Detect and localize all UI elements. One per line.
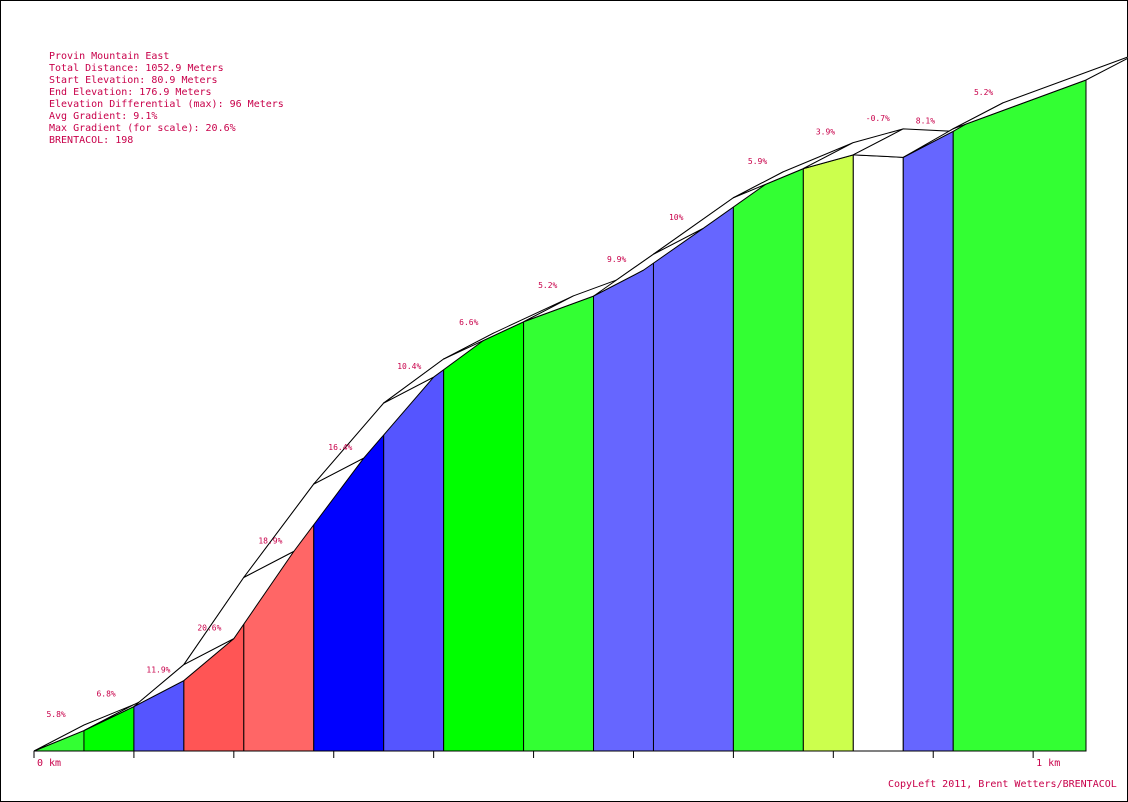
max-gradient: Max Gradient (for scale): 20.6% xyxy=(49,123,236,134)
brentacol-score: BRENTACOL: 198 xyxy=(49,135,134,146)
segment-bar xyxy=(523,295,595,752)
ribbon-layer xyxy=(33,56,1128,752)
gradient-label: 5.9% xyxy=(748,157,767,166)
segments-layer xyxy=(33,79,1087,752)
gradient-label: 10.4% xyxy=(397,362,421,371)
gradient-label: 18.9% xyxy=(258,536,282,545)
x-tick-label: 0 km xyxy=(37,758,61,769)
segment-top xyxy=(952,56,1128,130)
gradient-label: 9.9% xyxy=(607,255,626,264)
gradient-label: 3.9% xyxy=(816,128,835,137)
segment-bar xyxy=(83,705,135,752)
segment-bar xyxy=(802,154,854,752)
segment-bar xyxy=(593,253,654,752)
gradient-label: 20.6% xyxy=(197,624,221,633)
total-distance: Total Distance: 1052.9 Meters xyxy=(49,63,224,74)
end-elevation: End Elevation: 176.9 Meters xyxy=(49,87,212,98)
start-elevation: Start Elevation: 80.9 Meters xyxy=(49,75,218,86)
gradient-label: 16.4% xyxy=(328,443,352,452)
elevation-differential: Elevation Differential (max): 96 Meters xyxy=(49,99,284,110)
gradient-label: 11.9% xyxy=(146,666,170,675)
profile-info: Provin Mountain East Total Distance: 105… xyxy=(49,51,284,147)
segment-bar xyxy=(652,196,734,752)
segment-bar xyxy=(952,79,1087,752)
x-tick-label: 1 km xyxy=(1036,758,1060,769)
segment-bar xyxy=(732,167,804,752)
copyright-credit: CopyLeft 2011, Brent Wetters/BRENTACOL xyxy=(888,779,1117,790)
gradient-label: 5.2% xyxy=(974,88,993,97)
segment-bar xyxy=(443,320,525,752)
avg-gradient: Avg Gradient: 9.1% xyxy=(49,111,158,122)
gradient-label: -0.7% xyxy=(866,114,890,123)
gradient-label: 5.2% xyxy=(538,281,557,290)
gradient-label: 6.6% xyxy=(459,318,478,327)
gradient-label: 8.1% xyxy=(916,116,935,125)
gradient-label: 6.8% xyxy=(96,690,115,699)
segment-bar xyxy=(852,154,904,752)
gradient-labels-layer: 5.8% 6.8% 11.9% 20.6% 18.9% 16.4% 10.4% 6.6% 5.2… xyxy=(46,88,993,719)
axis-layer: 0 km 1 km xyxy=(33,750,1086,769)
climb-name: Provin Mountain East xyxy=(49,51,170,62)
segment-bar xyxy=(902,127,954,752)
gradient-label: 5.8% xyxy=(46,710,65,719)
gradient-label: 10% xyxy=(669,213,684,222)
